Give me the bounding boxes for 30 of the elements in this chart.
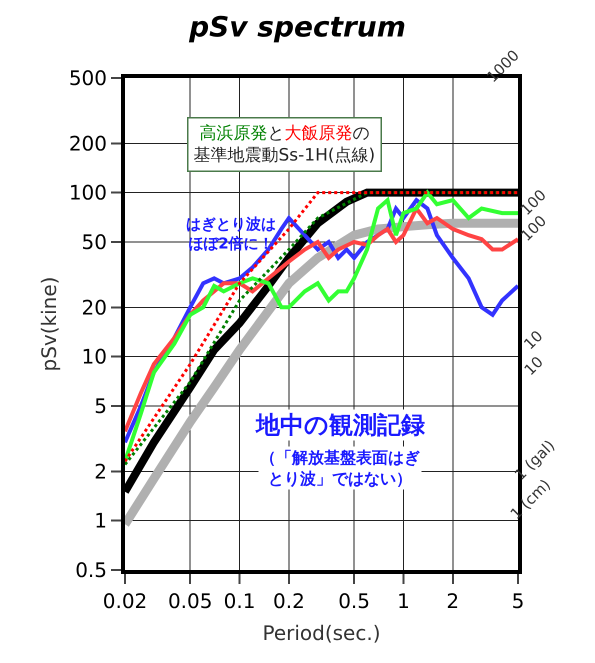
y-tick-label: 5 [94,394,107,418]
x-tick-label: 1 [397,589,410,613]
y-tick-label: 500 [68,66,107,90]
annotation: 地中の観測記録 [255,411,425,439]
x-axis-title: Period(sec.) [262,621,381,645]
annotation: （「解放基盤表面はぎとり波」ではない） [260,448,420,488]
y-axis-title: pSv(kine) [36,276,61,372]
y-tick-label: 1 [94,508,107,533]
text: 10 [520,352,547,380]
y-tick-label: 10 [82,344,107,369]
y-tick-label: 2 [94,459,107,484]
x-tick-label: 0.5 [338,589,370,613]
x-tick-label: 0.1 [224,589,256,613]
text: 10 [520,326,546,354]
text: 高浜原発 [199,124,268,144]
y-tick-label: 0.5 [75,558,107,582]
x-tick-label: 0.05 [168,589,212,613]
x-tick-label: 0.02 [102,589,148,613]
text: 大飯原発 [284,124,352,144]
x-tick-label: 2 [446,589,460,613]
chart-title: pSv spectrum [188,10,406,44]
annotation: と [267,124,284,144]
annotation: の [352,124,370,144]
annotation: 基準地震動Ss-1H(点線) [194,146,376,166]
x-tick-label: 0.2 [272,589,305,613]
x-tick-label: 5 [512,589,524,613]
y-tick-label: 50 [82,230,107,254]
y-tick-label: 20 [82,295,107,320]
y-tick-label: 100 [68,180,107,205]
y-tick-label: 200 [68,131,107,156]
